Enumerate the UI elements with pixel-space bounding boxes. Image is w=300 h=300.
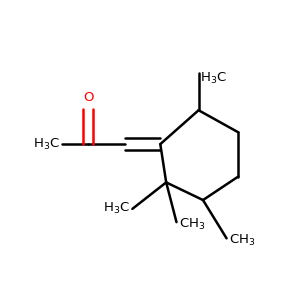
Text: H$_3$C: H$_3$C xyxy=(200,71,227,86)
Text: CH$_3$: CH$_3$ xyxy=(179,217,206,232)
Text: H$_3$C: H$_3$C xyxy=(103,201,130,216)
Text: O: O xyxy=(83,92,93,104)
Text: CH$_3$: CH$_3$ xyxy=(229,233,255,248)
Text: H$_3$C: H$_3$C xyxy=(33,136,60,152)
